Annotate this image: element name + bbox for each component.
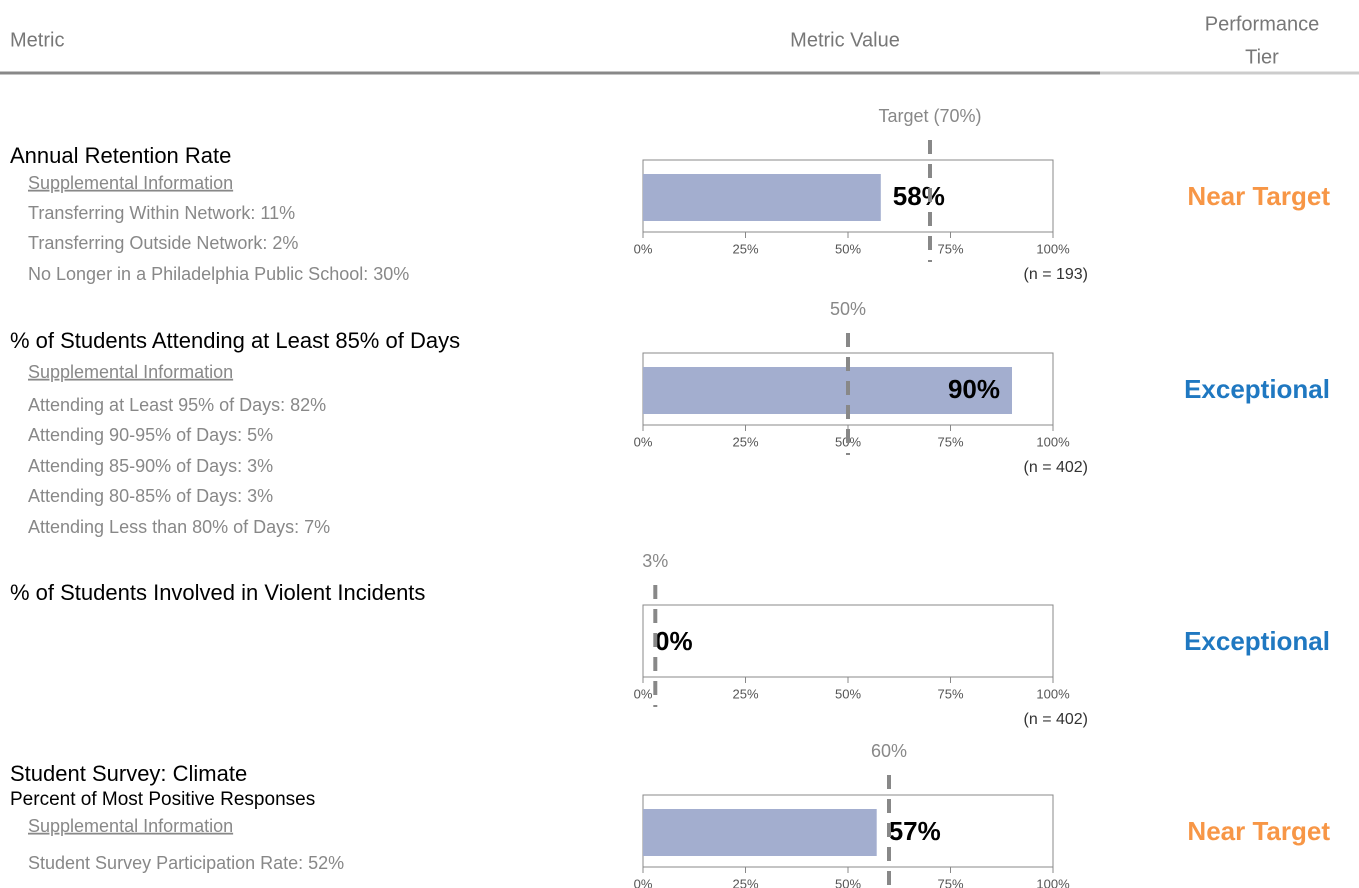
supplemental-heading: Supplemental Information [28,362,233,382]
tick-label: 25% [732,241,758,256]
tick-label: 25% [732,876,758,888]
detail: Transferring Outside Network: 2% [28,233,298,253]
target-label: Target (70%) [878,106,981,126]
tier: Near Target [1187,181,1330,211]
target-label: 60% [871,741,907,761]
detail: Attending at Least 95% of Days: 82% [28,395,326,415]
detail: Transferring Within Network: 11% [28,203,295,223]
tick-label: 100% [1036,876,1070,888]
supplemental-heading: Supplemental Information [28,816,233,836]
bar [643,809,877,856]
tick-label: 50% [835,876,861,888]
detail: Attending Less than 80% of Days: 7% [28,517,330,537]
value-label: 90% [948,374,1000,404]
detail: No Longer in a Philadelphia Public Schoo… [28,264,409,284]
value-label: 57% [889,816,941,846]
tick-label: 100% [1036,241,1070,256]
chart-frame [642,604,1054,678]
n-label: (n = 193) [1024,266,1088,283]
tier: Near Target [1187,816,1330,846]
tick-label: 0% [634,434,653,449]
detail: Attending 85-90% of Days: 3% [28,456,273,476]
header-tier: Performance [1205,13,1320,35]
metric-title: % of Students Attending at Least 85% of … [10,328,460,353]
metric-title: % of Students Involved in Violent Incide… [10,580,425,605]
n-label: (n = 402) [1024,711,1088,728]
detail: Attending 90-95% of Days: 5% [28,425,273,445]
detail: Attending 80-85% of Days: 3% [28,486,273,506]
header-metric: Metric [10,29,64,51]
metric-subtitle: Percent of Most Positive Responses [10,789,315,810]
tick-label: 100% [1036,686,1070,701]
target-label: 3% [642,551,668,571]
tick-label: 75% [937,686,963,701]
tier: Exceptional [1184,626,1330,656]
tick-label: 0% [634,241,653,256]
tick-label: 75% [937,434,963,449]
metric-title: Annual Retention Rate [10,143,231,168]
detail: Student Survey Participation Rate: 52% [28,853,344,873]
n-label: (n = 402) [1024,459,1088,476]
tick-label: 25% [732,686,758,701]
metric-title: Student Survey: Climate [10,761,247,786]
tick-label: 25% [732,434,758,449]
tick-label: 50% [835,241,861,256]
tick-label: 75% [937,241,963,256]
tick-label: 0% [634,876,653,888]
target-label: 50% [830,299,866,319]
supplemental-heading: Supplemental Information [28,173,233,193]
tick-label: 75% [937,876,963,888]
value-label: 58% [893,181,945,211]
header-tier: Tier [1245,46,1279,68]
tier: Exceptional [1184,374,1330,404]
header-value: Metric Value [790,29,900,51]
tick-label: 100% [1036,434,1070,449]
value-label: 0% [655,626,693,656]
tick-label: 0% [634,686,653,701]
tick-label: 50% [835,686,861,701]
bar [643,174,881,221]
bar [643,367,1012,414]
